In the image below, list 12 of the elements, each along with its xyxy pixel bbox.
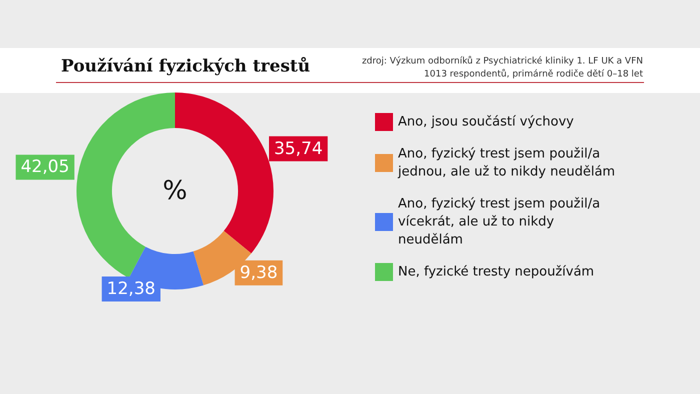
- data-label: 42,05: [20, 157, 70, 178]
- chart-title: Používání fyzických trestů: [61, 56, 310, 76]
- legend-label: Ano, fyzický trest jsem použil/a vícekrát, ale už to nikdy neudělám: [398, 196, 604, 248]
- legend-label: Ne, fyzické tresty nepoužívám: [398, 264, 594, 280]
- data-label: 12,38: [106, 279, 156, 300]
- text: zdroj: Výzkum odborníků z Psychiatrické kliniky 1. LF UK a VFN: [362, 56, 643, 66]
- legend-label: Ano, fyzický trest jsem použil/a jednou, ale už to nikdy neudělám: [397, 146, 616, 180]
- data-label: 9,38: [240, 262, 278, 283]
- text: %: [162, 176, 188, 206]
- data-label: 35,74: [274, 138, 323, 159]
- text: 1013 respondentů, primárně rodiče dětí 0–18 let: [424, 68, 644, 80]
- legend-label: Ano, jsou součástí výchovy: [398, 114, 574, 130]
